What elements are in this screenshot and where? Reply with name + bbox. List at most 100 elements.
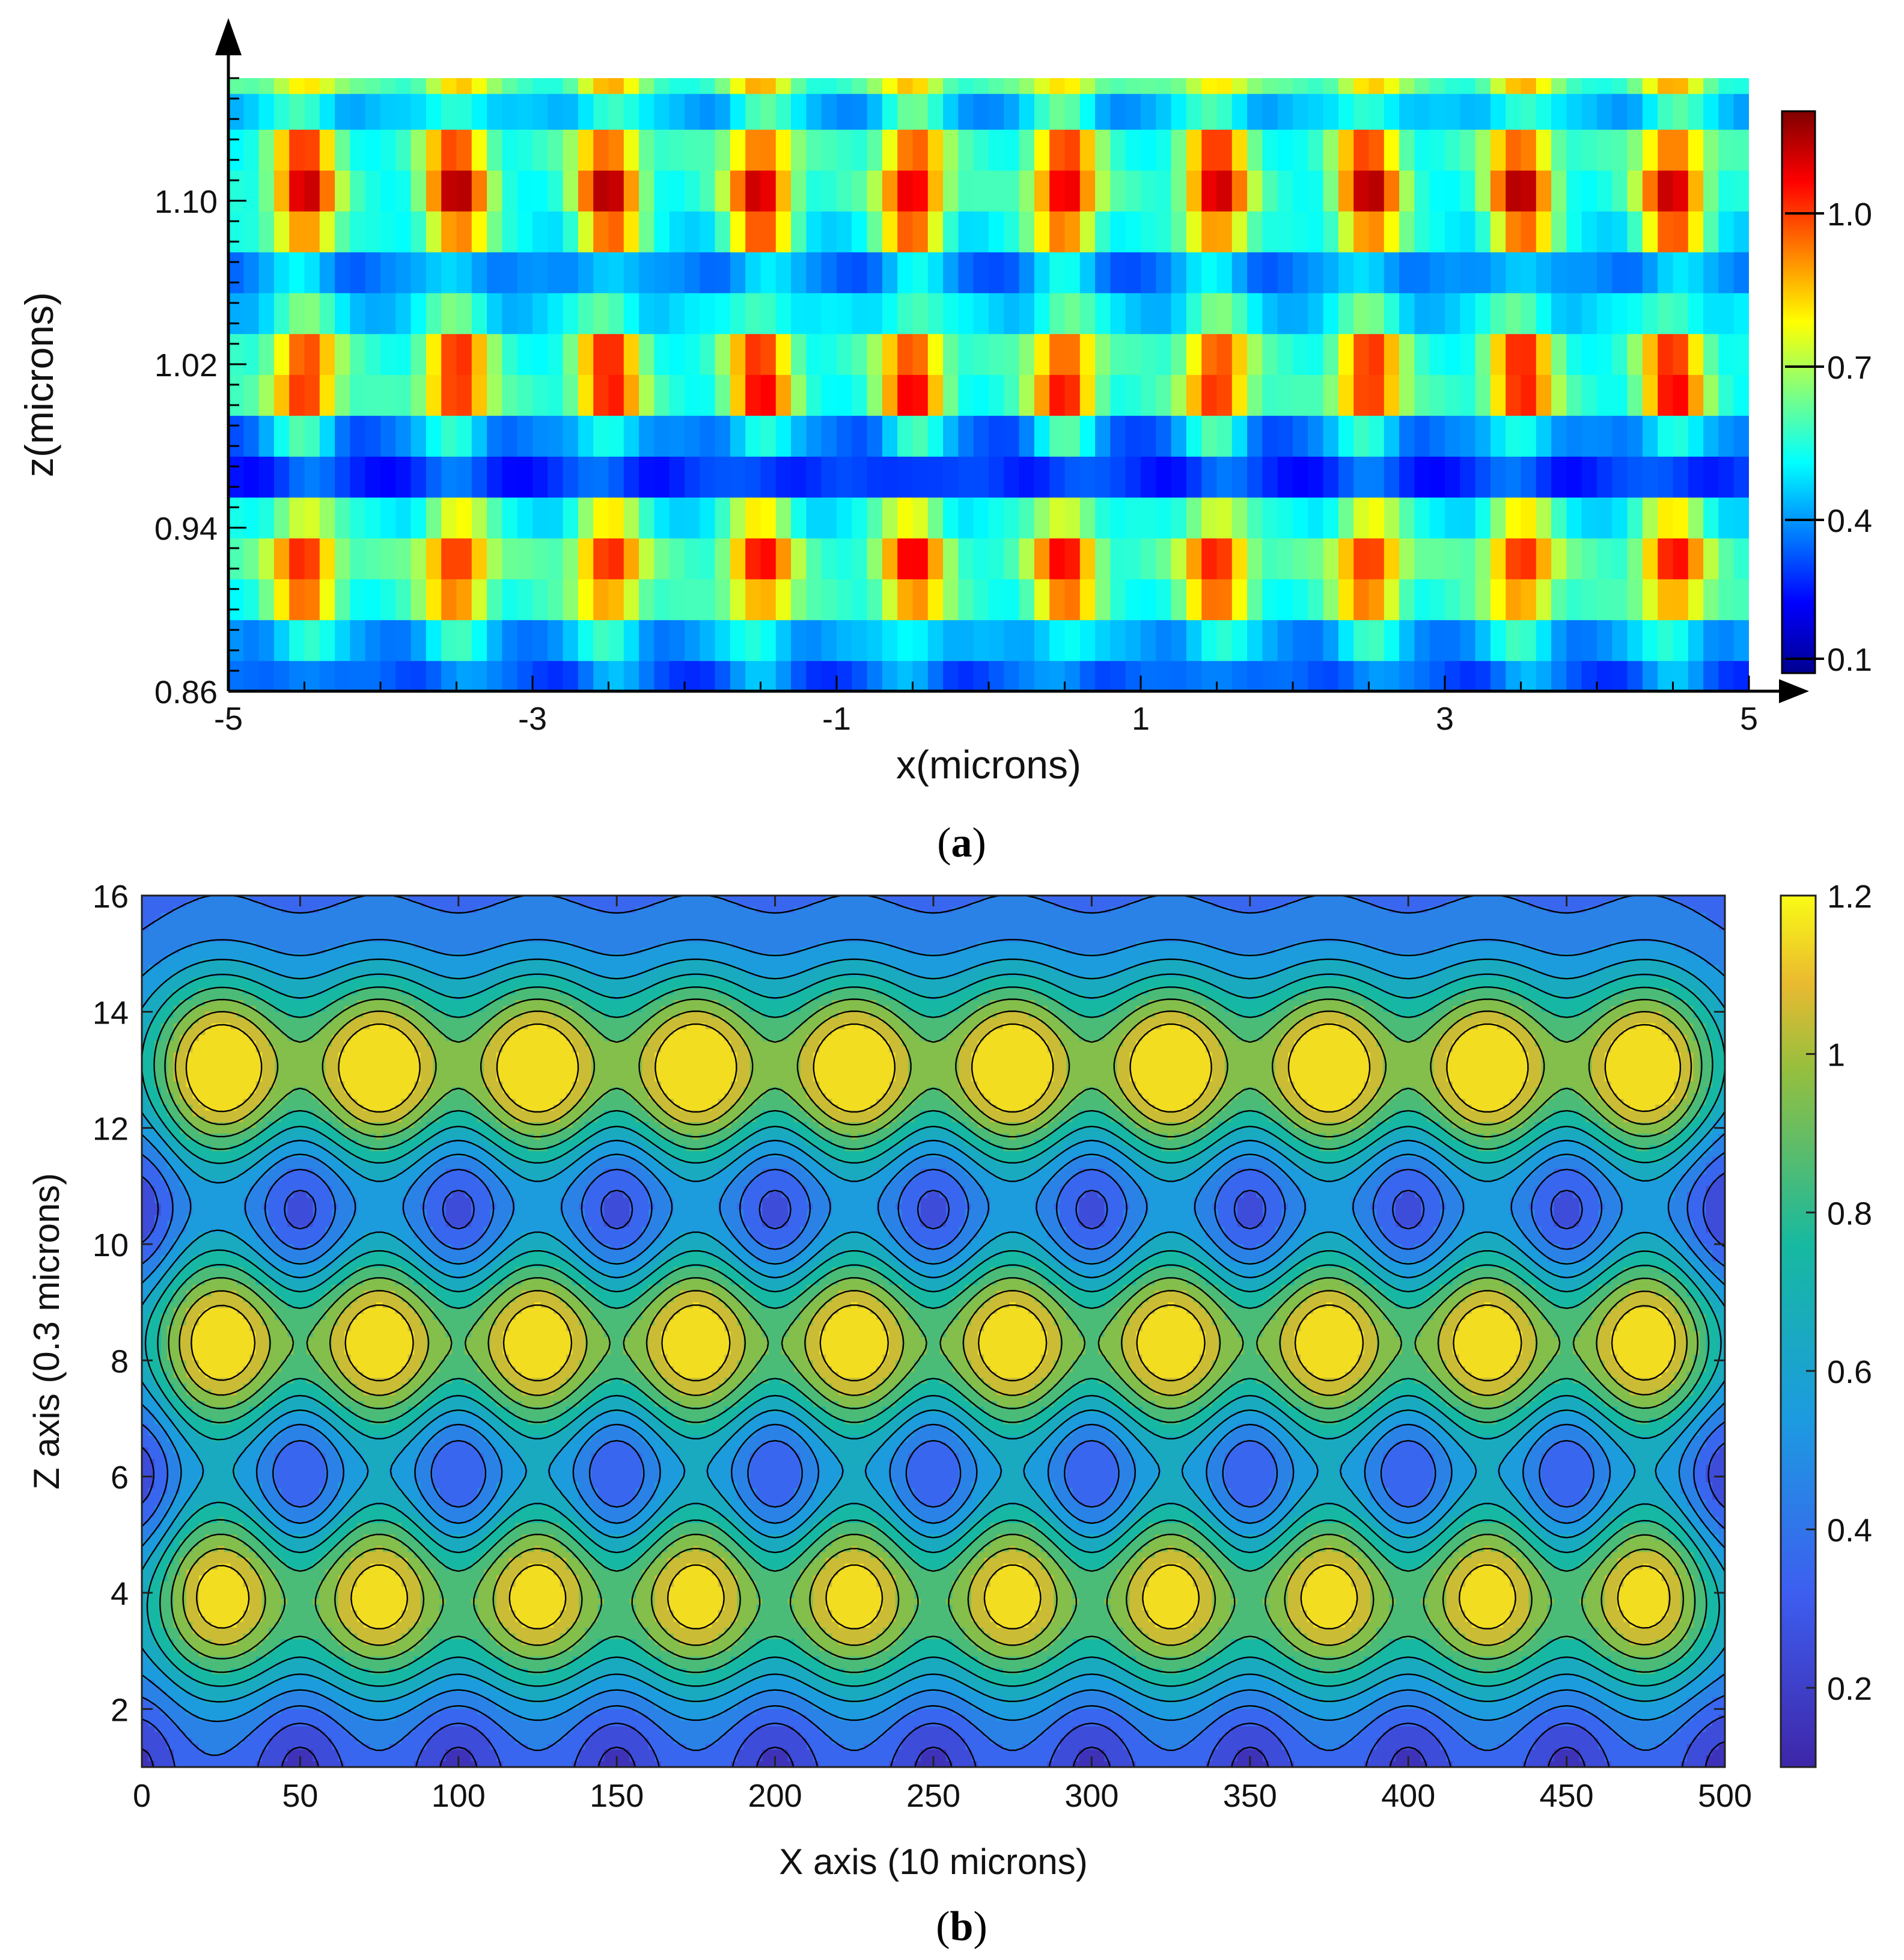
contour-cell [800, 918, 807, 925]
heatmap-cell [1384, 538, 1400, 579]
contour-cell [1465, 918, 1472, 925]
contour-cell [445, 907, 453, 914]
contour-cell [1497, 924, 1504, 931]
heatmap-cell [532, 129, 549, 171]
contour-cell [180, 936, 187, 942]
contour-cell [1661, 930, 1668, 937]
contour-cell [1604, 948, 1611, 954]
heatmap-cell [502, 78, 518, 94]
x-tick-label: 3 [1436, 701, 1454, 737]
contour-cell [1611, 913, 1618, 920]
contour-cell [192, 930, 200, 937]
heatmap-cell [456, 78, 472, 94]
contour-cell [1712, 924, 1719, 931]
heatmap-cell [1658, 78, 1674, 94]
contour-cell [959, 930, 966, 937]
heatmap-cell [760, 374, 777, 416]
contour-cell [1541, 896, 1548, 902]
contour-cell [882, 907, 889, 914]
heatmap-cell [532, 456, 549, 498]
contour-cell [180, 959, 187, 966]
contour-cell [407, 913, 415, 920]
heatmap-cell [1733, 211, 1749, 252]
heatmap-cell [897, 538, 914, 579]
contour-cell [382, 918, 389, 925]
heatmap-cell [1627, 170, 1643, 212]
contour-cell [1091, 936, 1099, 942]
contour-cell [1452, 942, 1460, 948]
contour-cell [1085, 942, 1092, 948]
heatmap-cell [639, 78, 655, 94]
contour-cell [895, 918, 902, 925]
contour-cell [357, 942, 364, 948]
contour-cell [148, 896, 155, 902]
contour-cell [1307, 936, 1314, 942]
heatmap-cell [1703, 129, 1719, 171]
contour-cell [775, 901, 782, 908]
contour-cell [1433, 936, 1441, 942]
heatmap-cell [1429, 252, 1445, 293]
heatmap-cell [1064, 415, 1081, 457]
contour-cell [1009, 959, 1016, 966]
contour-cell [1097, 930, 1105, 937]
contour-cell [1604, 936, 1611, 942]
contour-cell [313, 918, 320, 925]
contour-cell [458, 971, 465, 977]
contour-cell [237, 896, 244, 902]
contour-cell [1054, 913, 1061, 920]
heatmap-cell [608, 293, 624, 334]
heatmap-cell [1216, 78, 1233, 94]
heatmap-cell [1551, 129, 1567, 171]
contour-cell [427, 896, 434, 902]
contour-cell [578, 948, 586, 954]
contour-cell [1383, 901, 1390, 908]
contour-cell [382, 948, 389, 954]
contour-cell [977, 913, 984, 920]
heatmap-cell [304, 129, 320, 171]
contour-cell [1376, 924, 1384, 931]
contour-cell [211, 930, 219, 937]
contour-cell [686, 918, 694, 925]
contour-cell [648, 896, 656, 902]
heatmap-cell [1688, 170, 1704, 212]
heatmap-cell [395, 374, 412, 416]
heatmap-cell [927, 252, 944, 293]
heatmap-cell [912, 129, 929, 171]
contour-cell [737, 942, 744, 948]
heatmap-cell [1125, 334, 1141, 375]
heatmap-cell [1156, 497, 1172, 539]
contour-cell [1484, 948, 1491, 954]
contour-cell [1250, 896, 1257, 902]
heatmap-cell [532, 579, 549, 620]
heatmap-cell [1414, 334, 1430, 375]
contour-cell [180, 965, 187, 972]
contour-cell [1307, 930, 1314, 937]
heatmap-cell [775, 78, 792, 94]
heatmap-cell [593, 129, 609, 171]
contour-cell [1307, 896, 1314, 902]
contour-cell [1686, 907, 1694, 914]
contour-cell [572, 953, 579, 960]
contour-cell [1104, 930, 1111, 937]
contour-cell [211, 907, 219, 914]
contour-cell [1547, 924, 1555, 931]
heatmap-cell [1338, 538, 1354, 579]
contour-cell [281, 936, 288, 942]
contour-cell [882, 965, 889, 972]
heatmap-cell [760, 620, 777, 661]
contour-cell [939, 907, 947, 914]
contour-cell [775, 953, 782, 960]
heatmap-cell [791, 456, 807, 498]
contour-cell [230, 948, 237, 954]
contour-cell [332, 913, 339, 920]
heatmap-cell [852, 93, 868, 130]
heatmap-cell [1642, 661, 1658, 691]
contour-cell [1604, 942, 1611, 948]
heatmap-cell [1429, 93, 1445, 130]
heatmap-cell [700, 252, 716, 293]
contour-cell [597, 948, 605, 954]
contour-cell [370, 948, 377, 954]
heatmap-cell [1551, 211, 1567, 252]
contour-cell [933, 936, 941, 942]
heatmap-cell [1064, 374, 1081, 416]
